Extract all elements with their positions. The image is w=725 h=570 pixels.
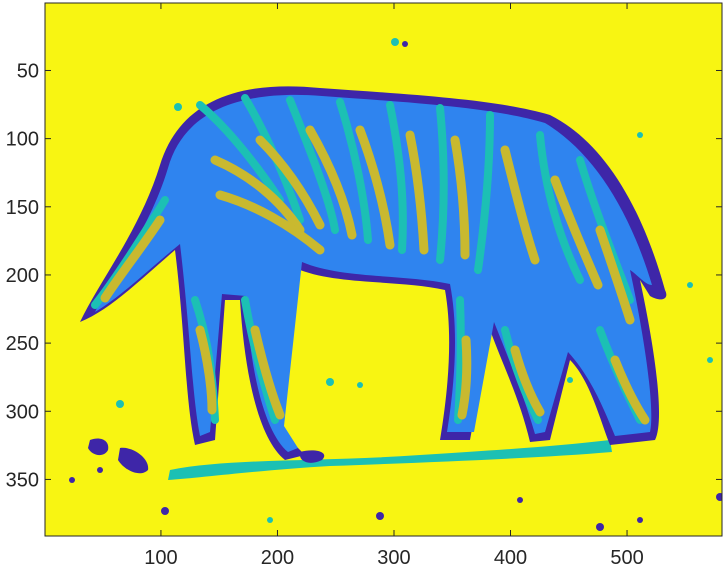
y-tick-label: 150 (6, 197, 39, 219)
x-axis-ticks: 100 200 300 400 500 (144, 3, 644, 569)
x-tick-label: 300 (377, 547, 410, 569)
zebra-gold-stripes (100, 125, 650, 425)
x-tick-label: 100 (144, 547, 177, 569)
noise-specks (69, 38, 722, 531)
axes-frame (44, 2, 723, 537)
x-tick-label: 400 (494, 547, 527, 569)
x-tick-label: 500 (610, 547, 643, 569)
ground-shadow-region (168, 440, 612, 480)
shadow-spot (118, 447, 149, 474)
y-tick-label: 200 (6, 265, 39, 287)
x-tick-label: 200 (261, 547, 294, 569)
y-tick-label: 300 (6, 401, 39, 423)
y-axis-ticks: 50 100 150 200 250 300 350 (6, 60, 722, 491)
y-tick-label: 50 (17, 60, 39, 82)
y-tick-label: 350 (6, 469, 39, 491)
y-tick-label: 100 (6, 129, 39, 151)
y-tick-label: 250 (6, 333, 39, 355)
shadow-spot (299, 450, 325, 463)
shadow-spot (88, 438, 109, 456)
